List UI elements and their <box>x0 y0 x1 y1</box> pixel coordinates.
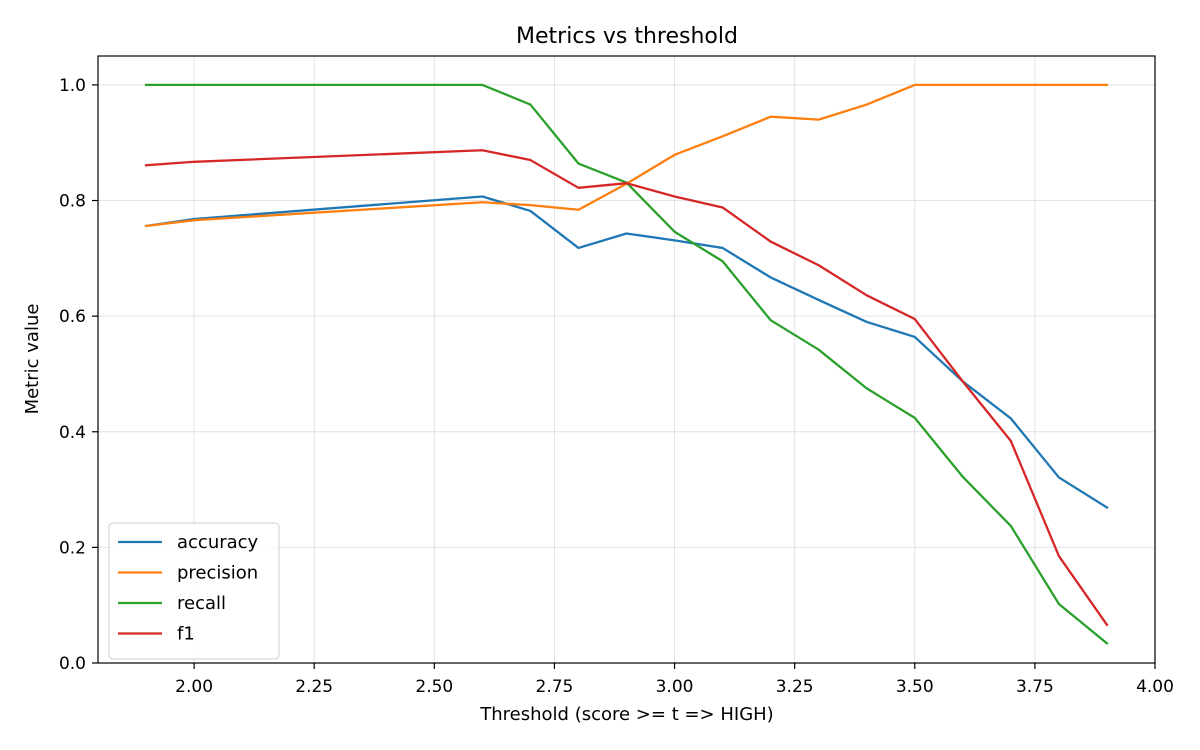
legend-box <box>108 522 280 660</box>
x-axis-label: Threshold (score >= t => HIGH) <box>479 704 773 725</box>
legend-label-recall: recall <box>177 593 226 614</box>
x-tick-label: 3.25 <box>776 677 814 697</box>
series-lines <box>144 83 1109 645</box>
y-tick-label: 0.2 <box>59 538 86 558</box>
chart-title: Metrics vs threshold <box>516 24 738 49</box>
recall-series-line <box>144 83 1109 645</box>
x-tick-label: 3.75 <box>1016 677 1054 697</box>
x-tick-label: 2.00 <box>175 677 213 697</box>
y-tick-label: 1.0 <box>59 76 86 96</box>
y-axis-label: Metric value <box>22 304 43 415</box>
x-tick-label: 3.50 <box>896 677 934 697</box>
plot-frame <box>97 55 1156 664</box>
legend: accuracy precision recall f1 <box>108 522 280 660</box>
x-tick-label: 2.25 <box>295 677 333 697</box>
x-tick-label: 2.50 <box>415 677 453 697</box>
y-tick-label: 0.0 <box>59 654 86 674</box>
legend-label-f1: f1 <box>177 624 195 645</box>
x-tick-label: 4.00 <box>1136 677 1174 697</box>
precision-series-line <box>144 83 1109 228</box>
axis-ticks: 2.00 2.25 2.50 2.75 3.00 3.25 3.50 3.75 4.00 0.0 0… <box>59 76 1174 697</box>
legend-label-accuracy: accuracy <box>177 532 259 553</box>
x-tick-label: 3.00 <box>656 677 694 697</box>
y-tick-label: 0.8 <box>59 192 86 212</box>
legend-label-precision: precision <box>177 563 258 584</box>
f1-series-line <box>144 149 1109 627</box>
y-tick-label: 0.4 <box>59 423 86 443</box>
y-tick-label: 0.6 <box>59 307 86 327</box>
x-tick-label: 2.75 <box>536 677 574 697</box>
